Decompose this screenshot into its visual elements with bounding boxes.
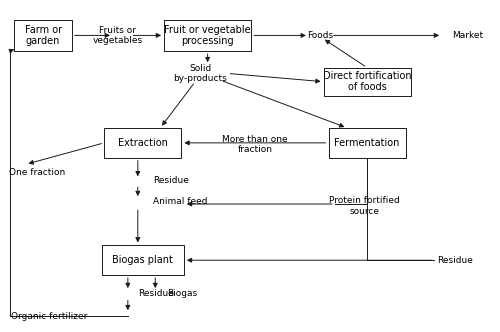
Text: Fruits or
vegetables: Fruits or vegetables [93, 26, 143, 45]
Text: Organic fertilizer: Organic fertilizer [10, 312, 87, 321]
FancyBboxPatch shape [328, 128, 406, 158]
Text: Market: Market [452, 31, 483, 40]
Text: Solid
by-products: Solid by-products [174, 64, 227, 83]
FancyBboxPatch shape [324, 68, 411, 96]
Text: Fermentation: Fermentation [334, 138, 400, 148]
Text: One fraction: One fraction [9, 168, 65, 177]
Text: Direct fortification
of foods: Direct fortification of foods [323, 71, 412, 93]
Text: Biogas plant: Biogas plant [112, 255, 173, 265]
Text: Protein fortified
source: Protein fortified source [330, 196, 400, 216]
Text: Farm or
garden: Farm or garden [24, 25, 62, 46]
FancyBboxPatch shape [14, 20, 72, 51]
Text: Animal feed: Animal feed [153, 197, 208, 206]
FancyBboxPatch shape [102, 245, 184, 275]
Text: Fruit or vegetable
processing: Fruit or vegetable processing [164, 25, 251, 46]
Text: Biogas: Biogas [166, 289, 197, 298]
Text: Residue: Residue [138, 289, 173, 298]
Text: Extraction: Extraction [118, 138, 168, 148]
FancyBboxPatch shape [164, 20, 251, 51]
FancyBboxPatch shape [104, 128, 182, 158]
Text: Residue: Residue [153, 176, 188, 185]
Text: More than one
fraction: More than one fraction [222, 135, 288, 154]
Text: Residue: Residue [437, 256, 473, 265]
Text: Foods: Foods [306, 31, 333, 40]
